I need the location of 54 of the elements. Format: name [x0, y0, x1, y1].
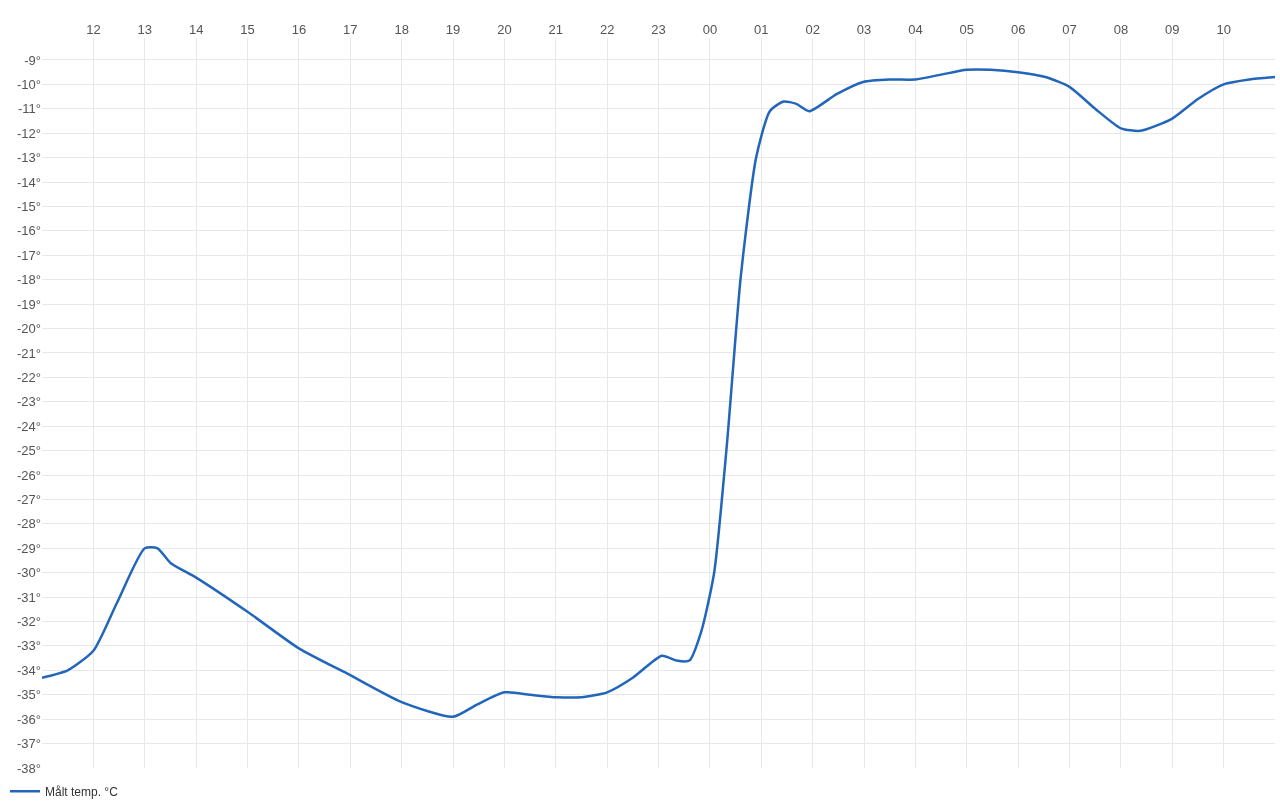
x-tick-label: 01 [754, 22, 769, 38]
y-tick-label: -17° [17, 247, 41, 263]
x-tick-label: 23 [651, 22, 666, 38]
legend-label: Målt temp. °C [45, 784, 119, 799]
x-tick-label: 13 [137, 22, 152, 38]
x-tick-label: 09 [1165, 22, 1180, 38]
y-tick-label: -18° [17, 272, 41, 288]
x-tick-label: 21 [548, 22, 563, 38]
y-tick-label: -10° [17, 76, 41, 92]
y-tick-label: -31° [17, 589, 41, 605]
x-tick-label: 20 [497, 22, 512, 38]
y-tick-label: -27° [17, 491, 41, 507]
x-tick-label: 02 [805, 22, 820, 38]
y-tick-label: -9° [24, 52, 41, 68]
y-tick-label: -30° [17, 565, 41, 581]
y-tick-label: -23° [17, 394, 41, 410]
x-tick-label: 16 [291, 22, 307, 38]
y-tick-label: -15° [17, 199, 41, 215]
y-tick-label: -25° [17, 443, 41, 459]
y-tick-label: -22° [17, 369, 41, 385]
y-tick-label: -14° [17, 174, 41, 190]
x-tick-label: 19 [445, 22, 461, 38]
y-tick-label: -38° [17, 760, 41, 776]
x-tick-label: 00 [702, 22, 718, 38]
y-tick-label: -37° [17, 736, 41, 752]
x-tick-label: 12 [86, 22, 101, 38]
y-tick-label: -19° [17, 296, 41, 312]
y-tick-label: -24° [17, 418, 41, 434]
y-tick-label: -12° [17, 125, 41, 141]
y-tick-label: -34° [17, 662, 41, 678]
x-tick-label: 22 [599, 22, 615, 38]
x-tick-label: 10 [1216, 22, 1231, 38]
x-tick-label: 14 [188, 22, 204, 38]
y-tick-label: -35° [17, 687, 41, 703]
y-tick-label: -13° [17, 150, 41, 166]
x-tick-label: 07 [1062, 22, 1077, 38]
x-tick-label: 18 [394, 22, 409, 38]
x-tick-label: 06 [1010, 22, 1026, 38]
y-tick-label: -36° [17, 711, 41, 727]
y-tick-label: -28° [17, 516, 41, 532]
y-tick-label: -32° [17, 614, 41, 630]
x-tick-label: 04 [908, 22, 923, 38]
x-tick-label: 08 [1113, 22, 1129, 38]
y-tick-label: -33° [17, 638, 41, 654]
y-tick-label: -11° [17, 101, 41, 117]
y-tick-label: -29° [17, 540, 41, 556]
x-tick-label: 15 [240, 22, 255, 38]
x-tick-label: 03 [856, 22, 872, 38]
y-tick-label: -26° [17, 467, 41, 483]
y-tick-label: -20° [17, 321, 41, 337]
x-tick-label: 17 [343, 22, 358, 38]
x-tick-label: 05 [959, 22, 974, 38]
y-tick-label: -21° [17, 345, 41, 361]
y-tick-label: -16° [17, 223, 41, 239]
